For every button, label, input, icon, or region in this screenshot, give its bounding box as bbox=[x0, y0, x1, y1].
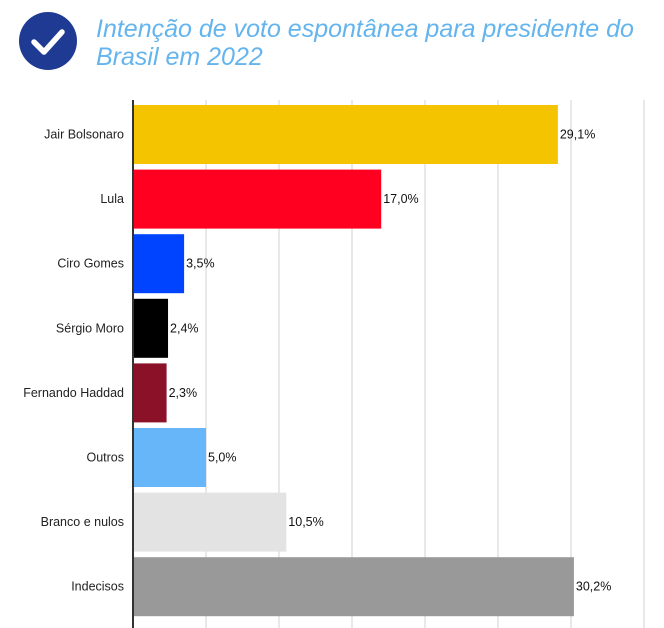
category-label: Jair Bolsonaro bbox=[44, 128, 124, 142]
category-labels: Jair Bolsonaro Lula Ciro Gomes Sérgio Moro F… bbox=[23, 128, 124, 594]
category-label: Lula bbox=[100, 192, 124, 206]
check-badge bbox=[19, 12, 77, 70]
chart-title: Intenção de voto espontânea para preside… bbox=[96, 15, 634, 71]
category-label: Outros bbox=[86, 451, 124, 465]
bar-3 bbox=[133, 298, 169, 358]
bar-6 bbox=[133, 492, 287, 552]
category-label: Indecisos bbox=[71, 580, 124, 594]
category-label: Fernando Haddad bbox=[23, 386, 124, 400]
value-labels: 29,1% 17,0% 3,5% 2,4% 2,3% 5,0% 10,5% 30,2% bbox=[169, 128, 612, 594]
bars bbox=[133, 105, 574, 617]
bar-0 bbox=[133, 105, 558, 164]
check-icon bbox=[31, 29, 65, 55]
value-label: 3,5% bbox=[186, 257, 215, 271]
value-label: 30,2% bbox=[576, 580, 611, 594]
value-label: 29,1% bbox=[560, 128, 595, 142]
value-label: 10,5% bbox=[288, 515, 323, 529]
bar-4 bbox=[133, 363, 167, 423]
bar-1 bbox=[133, 169, 382, 229]
category-label: Ciro Gomes bbox=[57, 257, 124, 271]
category-label: Branco e nulos bbox=[41, 515, 124, 529]
value-label: 17,0% bbox=[383, 192, 418, 206]
category-label: Sérgio Moro bbox=[56, 321, 124, 335]
bar-5 bbox=[133, 428, 206, 487]
value-label: 5,0% bbox=[208, 451, 237, 465]
bar-2 bbox=[133, 234, 185, 294]
value-label: 2,4% bbox=[170, 321, 199, 335]
bar-7 bbox=[133, 557, 574, 617]
value-label: 2,3% bbox=[169, 386, 198, 400]
